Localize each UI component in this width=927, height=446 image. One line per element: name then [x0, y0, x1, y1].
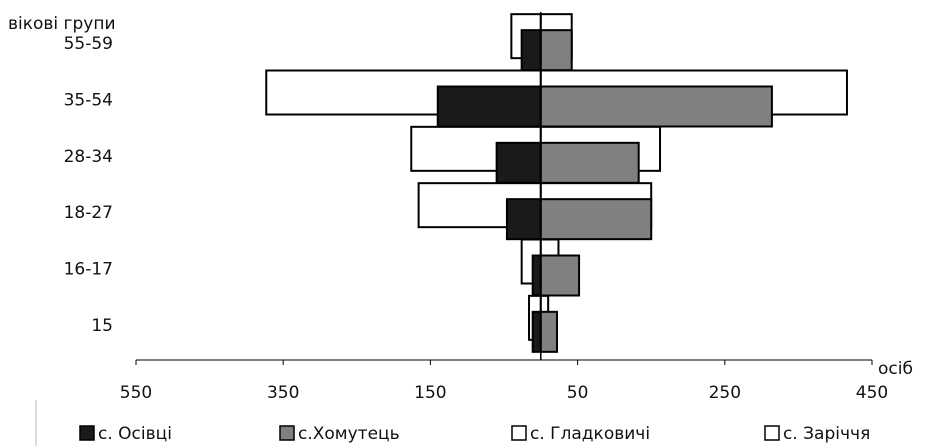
x-tick-label: 450 — [856, 383, 888, 403]
y-tick-label: 55-59 — [64, 34, 113, 54]
bar — [495, 141, 542, 184]
legend-swatch — [511, 425, 527, 441]
y-axis-label: вікові групи — [8, 14, 116, 34]
legend-label: с. Заріччя — [783, 424, 870, 444]
bar — [539, 254, 581, 297]
y-tick-label: 35-54 — [64, 91, 113, 111]
legend-swatch — [79, 425, 95, 441]
bar — [539, 29, 573, 72]
bar — [539, 198, 653, 241]
x-tick-label: 350 — [267, 383, 299, 403]
legend-label: с. Гладковичі — [530, 424, 650, 444]
y-tick-label: 16-17 — [64, 260, 113, 280]
y-tick-label: 28-34 — [64, 147, 113, 167]
bar — [531, 254, 542, 297]
bar — [520, 29, 542, 72]
legend-swatch — [279, 425, 295, 441]
x-tick-label: 150 — [414, 383, 446, 403]
x-axis-label: осіб — [878, 359, 913, 379]
legend-label: с.Хомутець — [298, 424, 400, 444]
bar — [436, 85, 542, 128]
bar — [539, 141, 640, 184]
bar — [531, 310, 542, 353]
legend-swatch — [764, 425, 780, 441]
bar — [505, 198, 542, 241]
bar — [539, 310, 558, 353]
x-tick-label: 550 — [120, 383, 152, 403]
y-tick-label: 15 — [91, 316, 113, 336]
y-tick-label: 18-27 — [64, 203, 113, 223]
bar — [539, 85, 773, 128]
x-tick-label: 50 — [567, 383, 589, 403]
x-tick-label: 250 — [709, 383, 741, 403]
legend-label: с. Осівці — [98, 424, 172, 444]
